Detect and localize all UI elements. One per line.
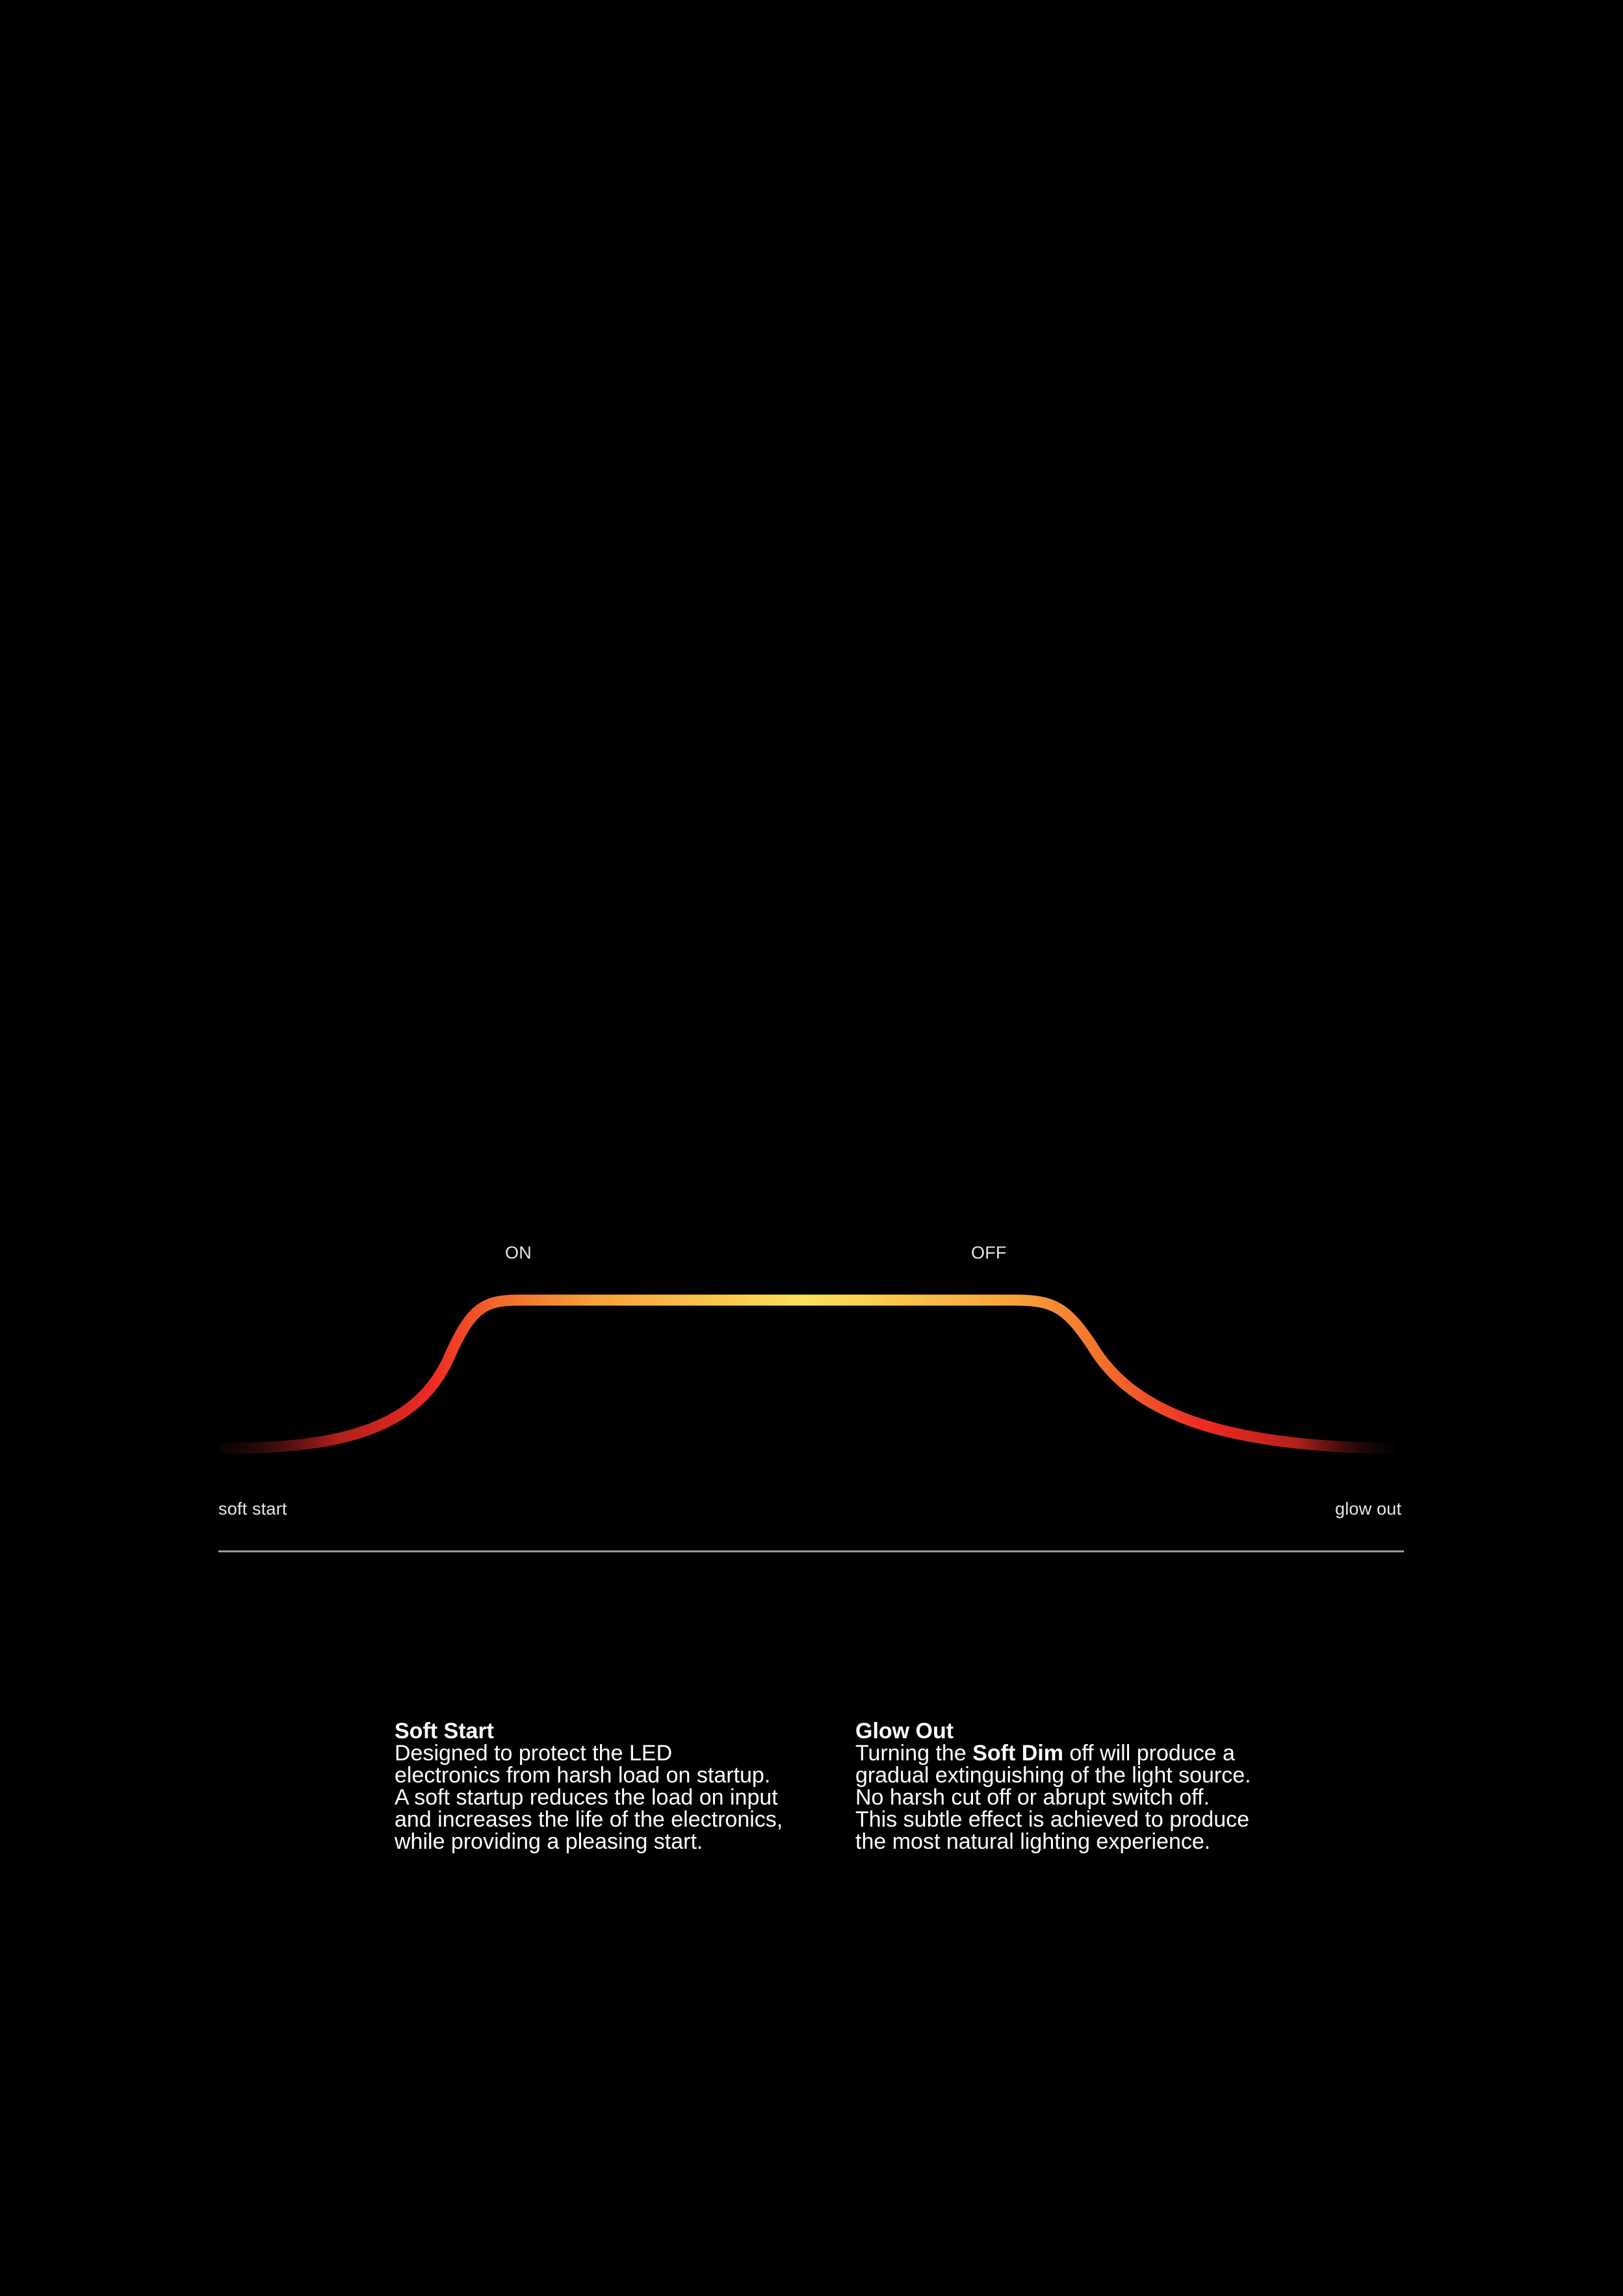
light-curve [218, 1294, 1397, 1454]
glow-out-text-line: the most natural lighting experience. [855, 1829, 1211, 1854]
glow-out-heading: Glow Out [855, 1719, 954, 1743]
soft-start-text-line: while providing a pleasing start. [395, 1829, 703, 1854]
soft-dim-emphasis: Soft Dim [972, 1741, 1063, 1766]
soft-start-text-line: Designed to protect the LED [395, 1741, 673, 1766]
soft-start-text-line: electronics from harsh load on startup. [395, 1763, 771, 1788]
soft-start-text-line: A soft startup reduces the load on input [395, 1785, 778, 1810]
glow-out-text-line: gradual extinguishing of the light sourc… [855, 1763, 1251, 1788]
soft-start-section: Soft Start Designed to protect the LED e… [395, 1720, 798, 1853]
glow-out-text-line: Turning the Soft Dim off will produce a [855, 1742, 1258, 1764]
glow-out-text-after: off will produce a [1063, 1741, 1235, 1766]
soft-start-text-line: and increases the life of the electronic… [395, 1807, 783, 1832]
baseline-divider [218, 1550, 1404, 1552]
soft-start-label: soft start [218, 1499, 287, 1519]
light-curve-diagram [218, 1294, 1397, 1454]
glow-out-text-line: No harsh cut off or abrupt switch off. [855, 1785, 1210, 1810]
glow-out-label: glow out [1335, 1499, 1402, 1519]
off-label: OFF [971, 1243, 1007, 1262]
glow-out-section: Glow Out Turning the Soft Dim off will p… [855, 1720, 1258, 1853]
on-label: ON [505, 1243, 532, 1262]
glow-out-text-before: Turning the [855, 1741, 973, 1766]
glow-out-text-line: This subtle effect is achieved to produc… [855, 1807, 1250, 1832]
soft-start-heading: Soft Start [395, 1719, 494, 1743]
